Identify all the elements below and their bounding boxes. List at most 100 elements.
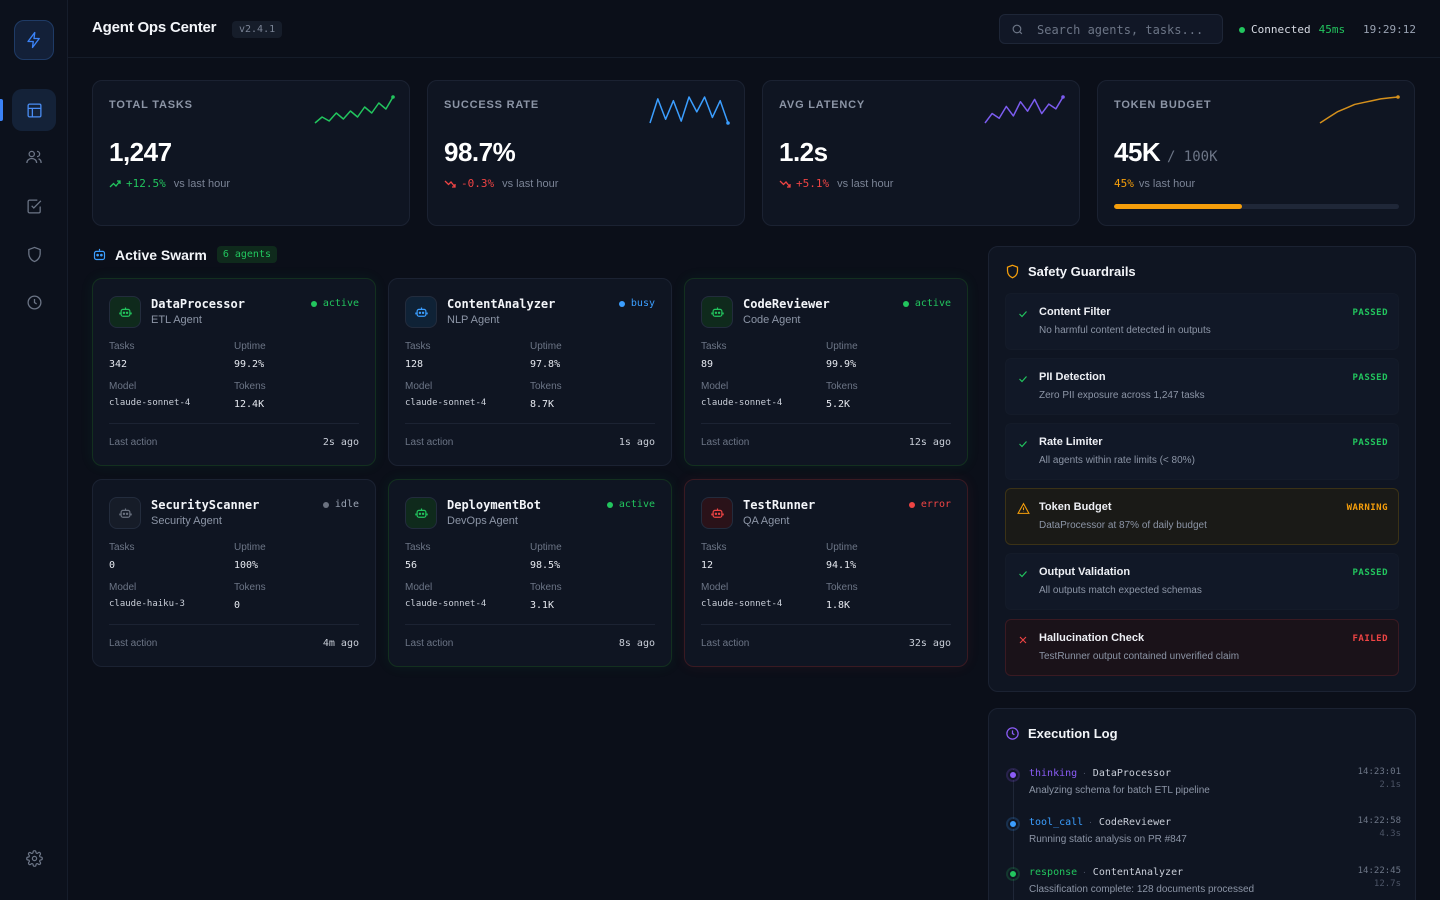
log-entry[interactable]: thinking · DataProcessor Analyzing schem… <box>1005 765 1401 805</box>
search-input[interactable]: Search agents, tasks... <box>999 14 1223 44</box>
log-entry[interactable]: response · ContentAnalyzer Classificatio… <box>1005 864 1401 900</box>
stat-label: TOTAL TASKS <box>109 99 193 111</box>
nav-history[interactable] <box>12 281 56 323</box>
log-dot-icon <box>1008 770 1018 780</box>
nav-dashboard[interactable] <box>0 89 56 131</box>
guardrail-item[interactable]: Output Validation All outputs match expe… <box>1005 553 1399 610</box>
last-action-value: 4m ago <box>322 638 359 649</box>
tokens-value: 3.1K <box>530 600 555 611</box>
card-divider <box>405 423 655 424</box>
agent-status-badge: busy <box>618 298 655 309</box>
agent-card[interactable]: CodeReviewer Code Agent active Tasks 89 … <box>684 278 968 466</box>
guardrail-item[interactable]: PII Detection Zero PII exposure across 1… <box>1005 358 1399 415</box>
model-value: claude-sonnet-4 <box>405 599 487 609</box>
last-action-label: Last action <box>701 437 750 448</box>
agent-card[interactable]: DeploymentBot DevOps Agent active Tasks … <box>388 479 672 667</box>
nav-tasks[interactable] <box>12 185 56 227</box>
stat-value: 45K / 100K <box>1114 137 1218 167</box>
users-icon <box>26 150 42 164</box>
model-label: Model <box>109 582 137 593</box>
log-duration: 12.7s <box>1373 879 1401 889</box>
model-value: claude-sonnet-4 <box>701 398 783 408</box>
guardrail-desc: Zero PII exposure across 1,247 tasks <box>1039 390 1205 401</box>
tasks-label: Tasks <box>109 341 135 352</box>
nav-security[interactable] <box>12 233 56 275</box>
app-logo[interactable] <box>14 20 54 60</box>
guardrail-title: PII Detection <box>1039 371 1106 383</box>
card-divider <box>701 423 951 424</box>
stat-delta: +5.1% vs last hour <box>779 177 893 190</box>
card-divider <box>405 624 655 625</box>
guardrail-title: Token Budget <box>1039 501 1112 513</box>
tokens-value: 5.2K <box>826 399 851 410</box>
model-label: Model <box>701 582 729 593</box>
guardrail-status: WARNING <box>1346 503 1388 513</box>
tokens-value: 1.8K <box>826 600 851 611</box>
model-label: Model <box>109 381 137 392</box>
last-action-value: 32s ago <box>908 638 951 649</box>
nav-agents[interactable] <box>12 136 56 178</box>
sparkline-path <box>314 96 394 124</box>
guardrail-status: PASSED <box>1352 568 1388 578</box>
last-action-label: Last action <box>405 638 454 649</box>
agent-card[interactable]: SecurityScanner Security Agent idle Task… <box>92 479 376 667</box>
tasks-label: Tasks <box>405 542 431 553</box>
agent-card[interactable]: TestRunner QA Agent error Tasks 12 Uptim… <box>684 479 968 667</box>
agent-status-badge: active <box>606 499 655 510</box>
guardrail-item[interactable]: Content Filter No harmful content detect… <box>1005 293 1399 350</box>
agent-bot-icon <box>701 497 733 529</box>
uptime-label: Uptime <box>234 542 266 553</box>
model-label: Model <box>405 381 433 392</box>
tokens-label: Tokens <box>234 381 266 392</box>
connection-status: Connected 45ms <box>1239 23 1345 36</box>
agent-type: Security Agent <box>151 515 222 527</box>
agent-card[interactable]: ContentAnalyzer NLP Agent busy Tasks 128… <box>388 278 672 466</box>
guardrails-header: Safety Guardrails <box>1005 264 1136 279</box>
agent-card[interactable]: DataProcessor ETL Agent active Tasks 342… <box>92 278 376 466</box>
tokens-value: 8.7K <box>530 399 555 410</box>
log-header: Execution Log <box>1005 726 1118 741</box>
tasks-value: 128 <box>405 359 424 370</box>
tasks-value: 12 <box>701 560 714 571</box>
stat-delta: -0.3% vs last hour <box>444 177 558 190</box>
tokens-label: Tokens <box>530 582 562 593</box>
guardrail-item[interactable]: Rate Limiter All agents within rate limi… <box>1005 423 1399 480</box>
guardrail-title: Hallucination Check <box>1039 632 1145 644</box>
agent-name: TestRunner <box>743 498 816 512</box>
tasks-label: Tasks <box>109 542 135 553</box>
log-separator: · <box>1088 817 1093 828</box>
agent-name: CodeReviewer <box>743 297 830 311</box>
model-value: claude-sonnet-4 <box>405 398 487 408</box>
agent-bot-icon <box>109 497 141 529</box>
status-dot-icon <box>908 501 915 508</box>
sparkline-end-point <box>391 95 395 99</box>
sparkline-end-point <box>1396 95 1400 99</box>
guardrail-item[interactable]: Token Budget DataProcessor at 87% of dai… <box>1005 488 1399 545</box>
guardrail-desc: DataProcessor at 87% of daily budget <box>1039 520 1207 531</box>
stat-value: 1,247 <box>109 137 172 167</box>
tokens-label: Tokens <box>826 381 858 392</box>
stat-label: SUCCESS RATE <box>444 99 539 111</box>
clock: 19:29:12 <box>1363 23 1416 36</box>
uptime-label: Uptime <box>826 341 858 352</box>
agent-name: DataProcessor <box>151 297 245 311</box>
log-entry[interactable]: tool_call · CodeReviewer Running static … <box>1005 814 1401 854</box>
guardrails-title: Safety Guardrails <box>1028 264 1136 279</box>
stat-delta: 45% vs last hour <box>1114 177 1196 190</box>
model-value: claude-sonnet-4 <box>109 398 191 408</box>
check-icon <box>1017 437 1029 455</box>
status-dot-icon <box>606 501 613 508</box>
nav-settings[interactable] <box>12 837 56 879</box>
agent-status-badge: active <box>902 298 951 309</box>
agent-type: ETL Agent <box>151 314 202 326</box>
guardrail-status: PASSED <box>1352 438 1388 448</box>
stat-delta: +12.5% vs last hour <box>109 177 230 190</box>
guardrail-item[interactable]: Hallucination Check TestRunner output co… <box>1005 619 1399 676</box>
model-value: claude-sonnet-4 <box>701 599 783 609</box>
tokens-label: Tokens <box>530 381 562 392</box>
last-action-value: 12s ago <box>908 437 951 448</box>
search-icon <box>1012 24 1023 35</box>
swarm-bot-icon <box>93 248 106 261</box>
tasks-value: 56 <box>405 560 418 571</box>
guardrail-status: PASSED <box>1352 308 1388 318</box>
